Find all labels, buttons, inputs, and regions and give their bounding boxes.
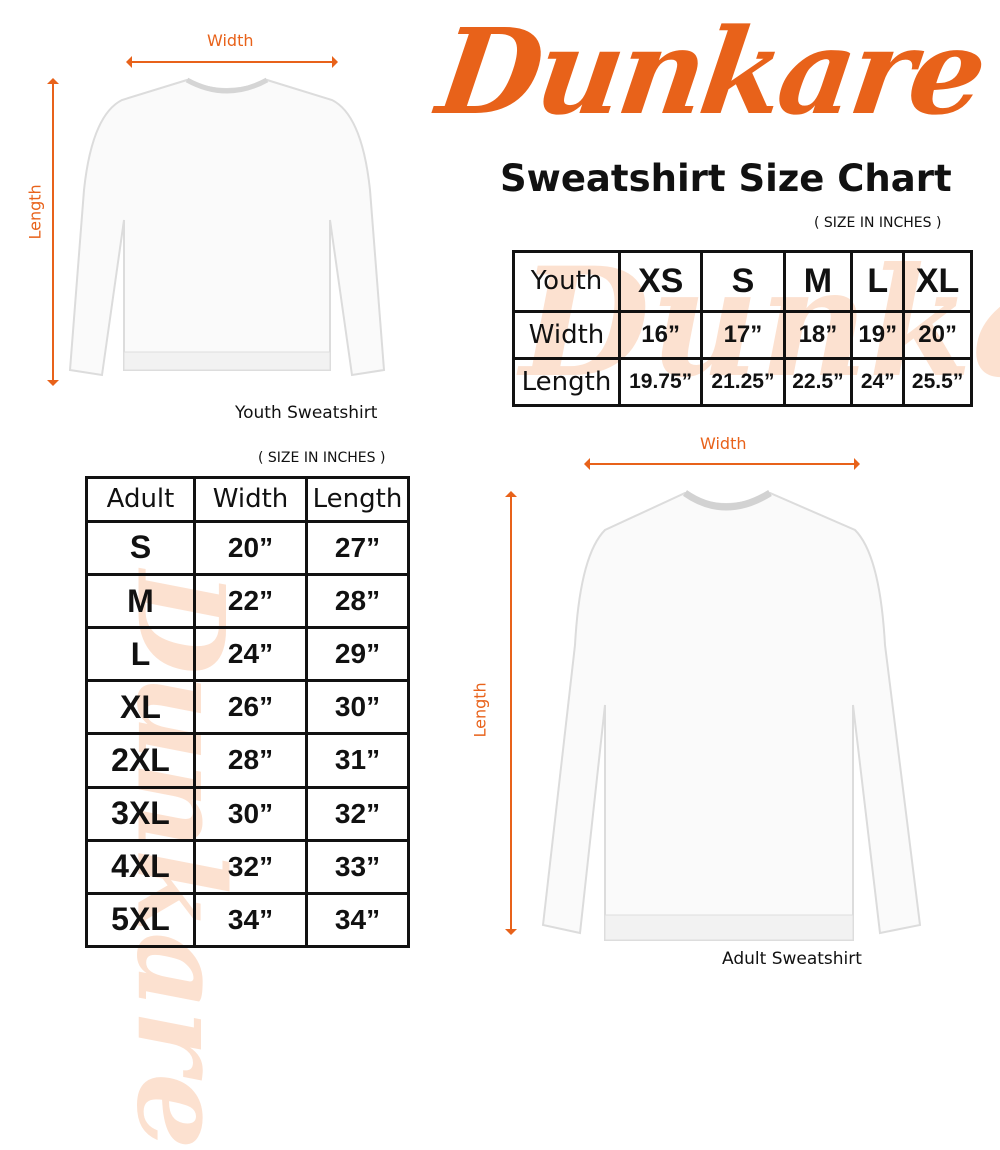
size-cell: 4XL xyxy=(85,838,196,895)
table-cell: 24” xyxy=(850,356,906,408)
table-row: 3XL 30” 32” xyxy=(85,785,410,842)
youth-caption: Youth Sweatshirt xyxy=(235,403,378,423)
youth-sweatshirt-image xyxy=(68,77,386,377)
table-row: 2XL 28” 31” xyxy=(85,732,410,789)
table-row: S 20” 27” xyxy=(85,519,410,576)
width-cell: 26” xyxy=(193,679,308,736)
table-cell: 16” xyxy=(617,309,704,360)
width-cell: 30” xyxy=(193,785,308,842)
width-cell: 32” xyxy=(193,838,308,895)
size-cell: L xyxy=(85,626,196,683)
adult-size-table: Adult Width Length S 20” 27” M 22” 28” L 24” 2… xyxy=(85,476,410,949)
table-cell: 17” xyxy=(700,309,786,360)
adult-sweatshirt-image xyxy=(541,490,922,941)
brand-logo: Dunkare xyxy=(430,2,992,141)
length-cell: 32” xyxy=(305,785,410,842)
table-row: 5XL 34” 34” xyxy=(85,891,410,949)
header-cell: L xyxy=(850,250,906,313)
length-cell: 27” xyxy=(305,519,410,576)
table-header-row: Adult Width Length xyxy=(85,476,410,523)
youth-length-label: Length xyxy=(25,184,45,240)
adult-width-label: Width xyxy=(700,434,747,453)
length-cell: 33” xyxy=(305,838,410,895)
adult-caption: Adult Sweatshirt xyxy=(722,949,862,969)
length-cell: 31” xyxy=(305,732,410,789)
length-cell: 30” xyxy=(305,679,410,736)
header-cell: Length xyxy=(305,476,410,523)
header-cell: XS xyxy=(617,250,704,313)
youth-width-label: Width xyxy=(207,31,254,50)
table-row: Width 16” 17” 18” 19” 20” xyxy=(512,309,973,360)
width-cell: 22” xyxy=(193,572,308,630)
length-cell: 34” xyxy=(305,891,410,949)
row-label: Width xyxy=(512,309,621,360)
size-cell: M xyxy=(85,572,196,630)
width-cell: 34” xyxy=(193,891,308,949)
youth-width-arrow xyxy=(126,56,338,68)
table-row: M 22” 28” xyxy=(85,572,410,630)
adult-length-arrow xyxy=(505,491,517,935)
table-cell: 20” xyxy=(902,309,973,360)
length-cell: 28” xyxy=(305,572,410,630)
length-cell: 29” xyxy=(305,626,410,683)
adult-length-label: Length xyxy=(470,682,490,738)
header-cell: M xyxy=(782,250,854,313)
width-cell: 28” xyxy=(193,732,308,789)
table-row: L 24” 29” xyxy=(85,626,410,683)
table-cell: 22.5” xyxy=(782,356,854,408)
table-cell: 21.25” xyxy=(700,356,786,408)
table-header-row: Youth XS S M L XL xyxy=(512,250,973,313)
table-row: XL 26” 30” xyxy=(85,679,410,736)
table-cell: 19” xyxy=(850,309,906,360)
table-row: 4XL 32” 33” xyxy=(85,838,410,895)
youth-unit-note: ( SIZE IN INCHES ) xyxy=(814,215,942,231)
adult-unit-note: ( SIZE IN INCHES ) xyxy=(258,450,386,466)
youth-size-table: Youth XS S M L XL Width 16” 17” 18” 19” … xyxy=(512,250,973,408)
header-cell: Width xyxy=(193,476,308,523)
table-cell: 18” xyxy=(782,309,854,360)
size-cell: 5XL xyxy=(85,891,196,949)
header-cell: Youth xyxy=(512,250,621,313)
header-cell: S xyxy=(700,250,786,313)
table-row: Length 19.75” 21.25” 22.5” 24” 25.5” xyxy=(512,356,973,408)
youth-length-arrow xyxy=(47,78,59,386)
table-cell: 25.5” xyxy=(902,356,973,408)
row-label: Length xyxy=(512,356,621,408)
table-cell: 19.75” xyxy=(617,356,704,408)
header-cell: XL xyxy=(902,250,973,313)
size-cell: XL xyxy=(85,679,196,736)
adult-width-arrow xyxy=(584,458,860,470)
header-cell: Adult xyxy=(85,476,196,523)
width-cell: 24” xyxy=(193,626,308,683)
width-cell: 20” xyxy=(193,519,308,576)
size-cell: 3XL xyxy=(85,785,196,842)
page-title: Sweatshirt Size Chart xyxy=(500,157,952,200)
size-cell: 2XL xyxy=(85,732,196,789)
size-cell: S xyxy=(85,519,196,576)
